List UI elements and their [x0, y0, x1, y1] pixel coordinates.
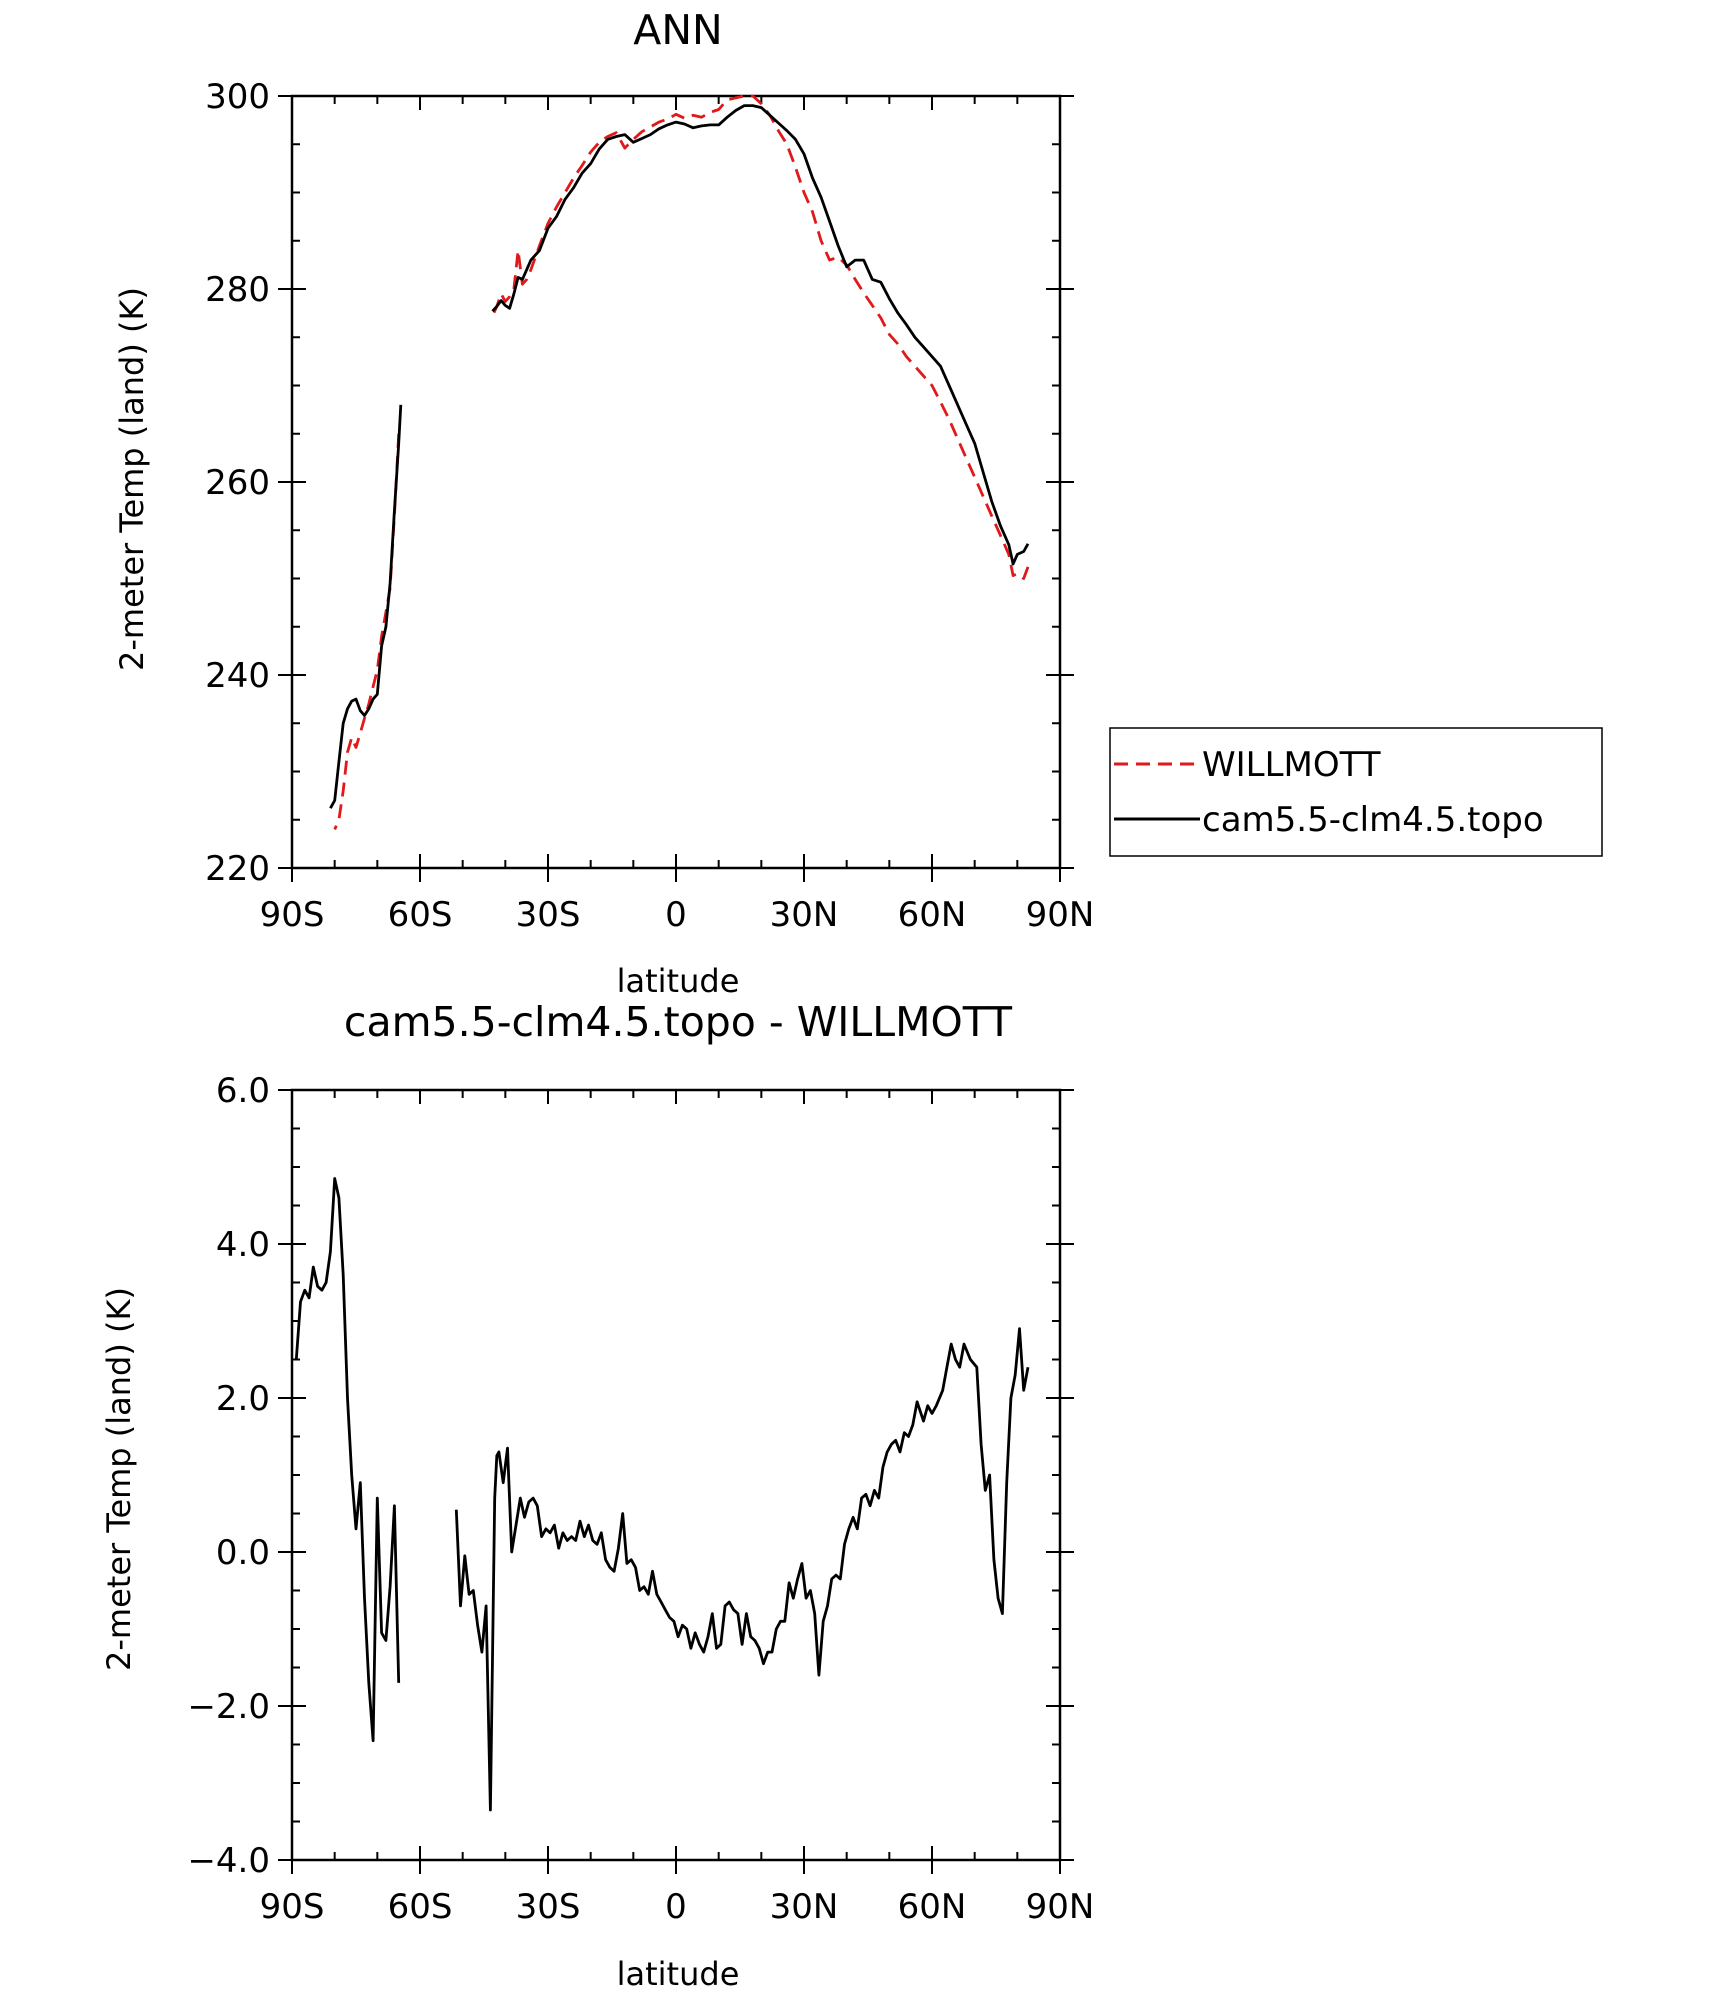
- y-tick-label: 2.0: [216, 1379, 270, 1419]
- x-tick-label: 30N: [770, 1887, 839, 1927]
- legend-label-willmott: WILLMOTT: [1202, 745, 1381, 785]
- y-tick-label: 300: [205, 77, 270, 117]
- x-tick-label: 30S: [516, 895, 581, 935]
- top-x-axis-label: latitude: [617, 962, 740, 1000]
- x-tick-label: 60N: [898, 1887, 967, 1927]
- top-chart-title: ANN: [633, 6, 722, 54]
- x-tick-label: 60S: [388, 895, 453, 935]
- series-line-model-seg0: [491, 104, 1030, 566]
- series-line-difference-seg0: [454, 1327, 1030, 1812]
- series-line-difference-seg1: [294, 1177, 401, 1743]
- bottom-plot-area: 90N 60N 30N 0 30S 60S 90S 6.0 4.0 2.0 0.0 −2.0 −4.0: [187, 1071, 1094, 1927]
- x-tick-label: 0: [665, 1887, 687, 1927]
- series-line-willmott-seg0: [491, 94, 1030, 580]
- x-tick-label: 90S: [260, 895, 325, 935]
- x-tick-label: 30N: [770, 895, 839, 935]
- x-tick-label: 90S: [260, 1887, 325, 1927]
- x-tick-label: 60N: [898, 895, 967, 935]
- y-tick-label: 4.0: [216, 1225, 270, 1265]
- x-tick-label: 90N: [1026, 895, 1095, 935]
- plot-frame: [290, 1088, 1062, 1862]
- bottom-y-axis-label: 2-meter Temp (land) (K): [100, 1287, 138, 1671]
- y-tick-label: 0.0: [216, 1533, 270, 1573]
- top-plot-area: 90N 60N 30N 0 30S 60S 90S 220 240 260 280 300: [205, 77, 1094, 935]
- legend-label-model: cam5.5-clm4.5.topo: [1202, 800, 1544, 840]
- x-tick-label: 0: [665, 895, 687, 935]
- x-tick-label: 30S: [516, 1887, 581, 1927]
- y-tick-label: 240: [205, 656, 270, 696]
- series-line-willmott-seg1: [333, 433, 401, 830]
- y-tick-label: 6.0: [216, 1071, 270, 1111]
- y-tick-label: −4.0: [187, 1841, 270, 1881]
- plot-frame: [290, 94, 1062, 870]
- y-tick-label: 220: [205, 849, 270, 889]
- bottom-chart-title: cam5.5-clm4.5.topo - WILLMOTT: [344, 998, 1013, 1046]
- x-tick-label: 60S: [388, 1887, 453, 1927]
- y-tick-label: −2.0: [187, 1687, 270, 1727]
- legend: WILLMOTT cam5.5-clm4.5.topo: [1109, 727, 1603, 857]
- y-tick-label: 260: [205, 463, 270, 503]
- series-line-model-seg1: [329, 404, 403, 809]
- y-tick-label: 280: [205, 270, 270, 310]
- bottom-x-axis-label: latitude: [617, 1955, 740, 1993]
- top-y-axis-label: 2-meter Temp (land) (K): [113, 287, 151, 671]
- legend-box: [1109, 727, 1603, 857]
- x-tick-label: 90N: [1026, 1887, 1095, 1927]
